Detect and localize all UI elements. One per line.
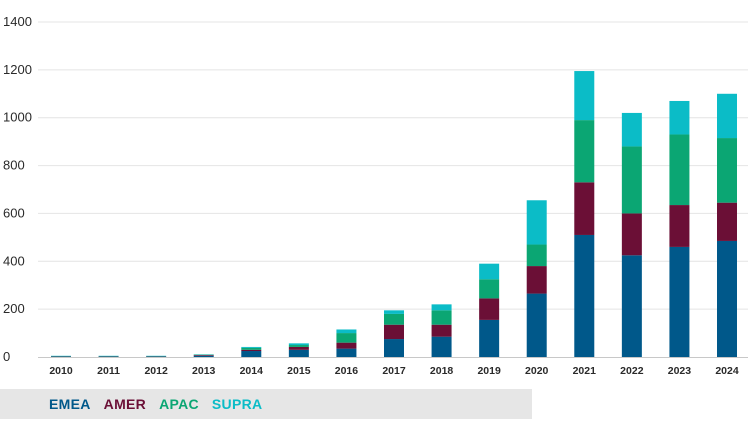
legend: EMEA AMER APAC SUPRA xyxy=(0,389,532,419)
bar-amer-2016 xyxy=(336,342,357,349)
bar-apac-2017 xyxy=(384,313,404,325)
bar-emea-2013 xyxy=(193,355,214,357)
bar-amer-2018 xyxy=(431,324,452,337)
y-tick-label: 1400 xyxy=(3,14,32,29)
bar-apac-2018 xyxy=(431,310,452,325)
bar-supra-2021 xyxy=(574,71,595,121)
bar-apac-2024 xyxy=(717,138,737,203)
y-tick-label: 200 xyxy=(3,301,25,316)
bar-apac-2021 xyxy=(574,120,595,183)
bar-emea-2024 xyxy=(717,240,737,357)
bar-supra-2024 xyxy=(717,93,737,139)
bar-amer-2015 xyxy=(288,346,309,350)
bar-supra-2015 xyxy=(288,343,309,346)
x-tick-label: 2017 xyxy=(382,365,406,377)
bar-amer-2022 xyxy=(621,213,642,256)
bar-amer-2017 xyxy=(384,324,404,340)
legend-item-supra: SUPRA xyxy=(211,396,263,412)
bar-apac-2015 xyxy=(288,345,309,347)
bar-supra-2017 xyxy=(384,310,404,314)
bar-emea-2021 xyxy=(574,234,595,357)
bar-supra-2019 xyxy=(479,263,500,280)
x-tick-label: 2021 xyxy=(573,365,597,377)
bar-apac-2014 xyxy=(241,347,262,350)
bar-amer-2024 xyxy=(717,202,737,241)
bar-emea-2017 xyxy=(384,339,404,357)
bar-amer-2021 xyxy=(574,182,595,235)
x-tick-label: 2023 xyxy=(668,365,692,377)
bar-apac-2020 xyxy=(526,244,547,267)
bar-emea-2015 xyxy=(288,349,309,357)
x-tick-label: 2015 xyxy=(287,365,311,377)
legend-item-apac: APAC xyxy=(159,396,199,412)
bar-emea-2016 xyxy=(336,348,357,357)
bar-amer-2020 xyxy=(526,266,547,294)
x-tick-label: 2010 xyxy=(49,365,73,377)
bar-amer-2014 xyxy=(241,349,262,352)
bar-amer-2019 xyxy=(479,298,500,320)
y-tick-label: 800 xyxy=(3,158,25,173)
x-tick-label: 2011 xyxy=(97,365,120,377)
legend-item-amer: AMER xyxy=(103,396,147,412)
x-tick-label: 2014 xyxy=(240,365,264,377)
x-tick-label: 2022 xyxy=(620,365,644,377)
bar-apac-2016 xyxy=(336,333,357,343)
x-tick-label: 2016 xyxy=(335,365,359,377)
x-tick-label: 2013 xyxy=(192,365,216,377)
bar-emea-2023 xyxy=(669,246,690,357)
x-tick-label: 2024 xyxy=(715,365,739,377)
stacked-bar-chart: 0 200 400 600 800 1000 1200 1400 2010 2011 2012 201… xyxy=(3,14,748,377)
bar-supra-2014 xyxy=(241,346,262,348)
x-tick-label: 2012 xyxy=(144,365,168,377)
bar-emea-2018 xyxy=(431,336,452,357)
bar-supra-2020 xyxy=(526,200,547,245)
bar-amer-2013 xyxy=(193,355,214,356)
bar-apac-2023 xyxy=(669,134,690,206)
bar-emea-2022 xyxy=(621,255,642,357)
bar-supra-2018 xyxy=(431,304,452,311)
x-tick-label: 2019 xyxy=(477,365,501,377)
bar-supra-2023 xyxy=(669,100,690,135)
bar-amer-2023 xyxy=(669,205,690,247)
y-tick-label: 1200 xyxy=(3,62,32,77)
bar-apac-2019 xyxy=(479,279,500,299)
y-tick-label: 0 xyxy=(3,349,10,364)
x-tick-label: 2018 xyxy=(430,365,454,377)
bar-supra-2022 xyxy=(621,112,642,147)
bar-emea-2020 xyxy=(526,293,547,357)
bar-emea-2019 xyxy=(479,319,500,357)
bar-apac-2022 xyxy=(621,146,642,214)
bar-emea-2014 xyxy=(241,351,262,357)
legend-item-emea: EMEA xyxy=(49,396,91,412)
y-tick-label: 400 xyxy=(3,253,25,268)
y-tick-label: 600 xyxy=(3,205,25,220)
y-tick-label: 1000 xyxy=(3,110,32,125)
bar-supra-2016 xyxy=(336,329,357,334)
x-tick-label: 2020 xyxy=(525,365,549,377)
